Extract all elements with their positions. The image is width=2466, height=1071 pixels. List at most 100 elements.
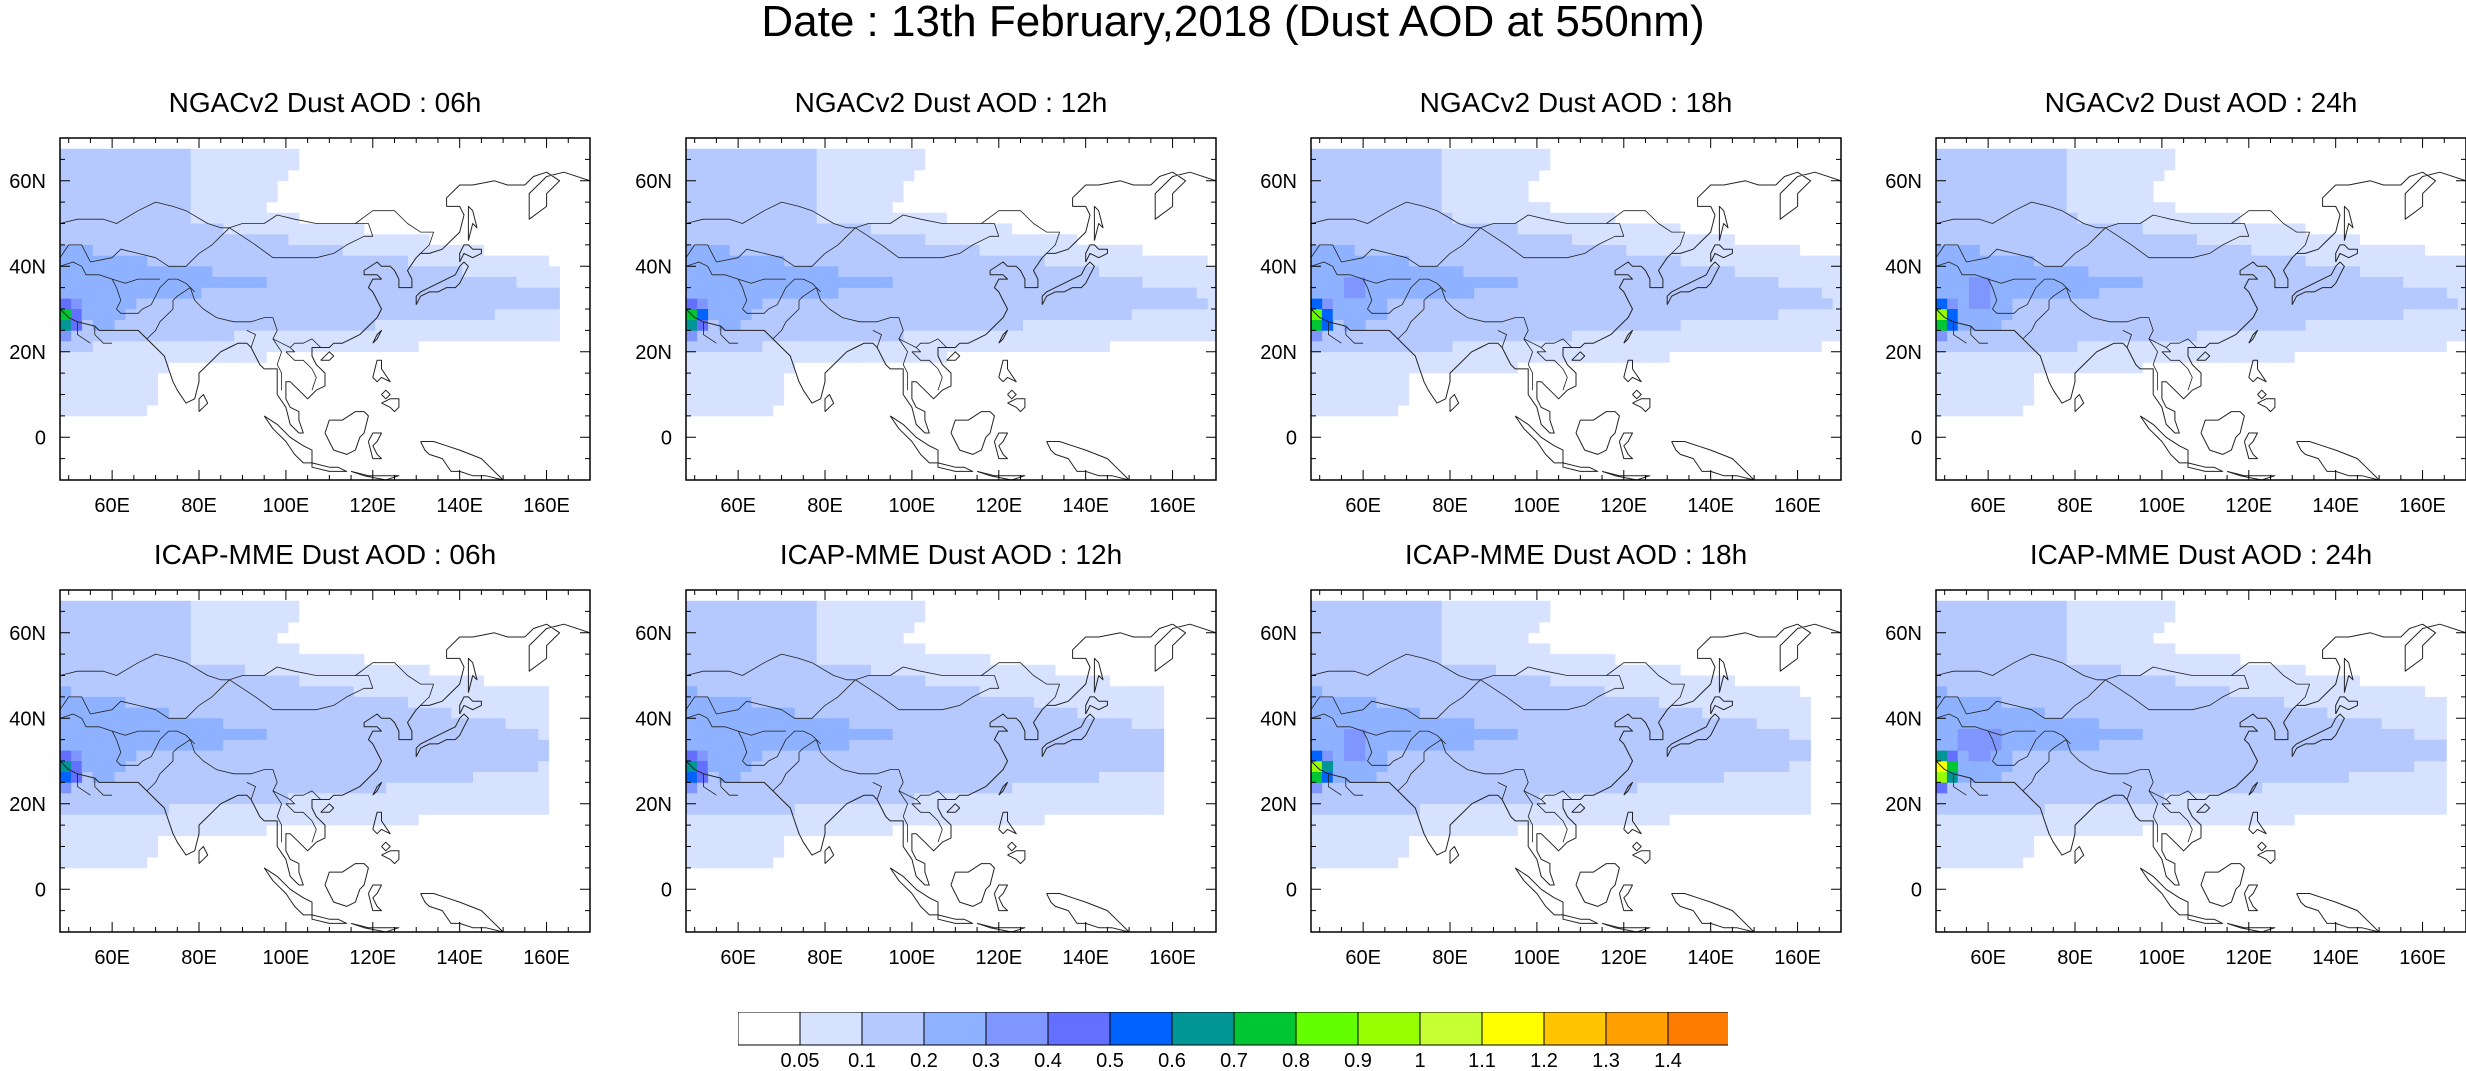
map-panel-ngac-24: NGACv2 Dust AOD : 24h 60E 80E 100E 120E 140E 1…: [1876, 87, 2466, 517]
country-border: [2161, 803, 2193, 843]
colorbar-swatch: [799, 1012, 863, 1046]
lat-tick-label: 40N: [9, 708, 46, 730]
aod-level-area: [60, 600, 550, 815]
country-border: [1523, 338, 1533, 391]
panel-title: ICAP-MME Dust AOD : 12h: [779, 539, 1123, 570]
lon-tick-label: 140E: [436, 495, 483, 517]
coastline: [1671, 893, 1755, 932]
country-border: [911, 803, 943, 843]
coastline: [1007, 850, 1026, 865]
lon-tick-label: 120E: [975, 947, 1022, 969]
coastline: [2196, 803, 2211, 813]
country-border: [146, 287, 321, 348]
coastline: [415, 261, 469, 305]
aod-level-area: [1311, 728, 1366, 794]
colorbar-swatch: [1047, 1012, 1111, 1046]
colorbar-label: 1: [1414, 1050, 1425, 1071]
aod-level-area: [1311, 298, 1334, 331]
coastline: [1718, 205, 1729, 241]
coastline: [2248, 811, 2267, 835]
coastline: [889, 415, 939, 464]
colorbar-swatch: [923, 1012, 987, 1046]
coastline: [2248, 781, 2258, 796]
aod-level-area: [60, 319, 72, 331]
coastline: [2187, 914, 2224, 924]
lon-tick-label: 160E: [2399, 495, 2446, 517]
coastline: [1710, 244, 1733, 263]
coastline: [1449, 846, 1460, 864]
lat-tick-label: 40N: [1885, 256, 1922, 278]
lat-tick-label: 40N: [635, 256, 672, 278]
country-border: [60, 210, 434, 267]
country-border: [1367, 278, 1446, 314]
colorbar-label: 0.6: [1158, 1050, 1186, 1071]
dust-aod-field: [686, 600, 1165, 869]
colorbar-label: 1.4: [1654, 1050, 1682, 1071]
map-panel-icap-12: ICAP-MME Dust AOD : 12h 60E 80E 100E 120E 140…: [626, 539, 1226, 969]
coastline: [998, 359, 1017, 383]
colorbar-swatch: [1171, 1012, 1235, 1046]
coastline: [2226, 470, 2276, 480]
coastline: [2074, 394, 2085, 412]
country-border: [1362, 278, 1411, 284]
country-border: [1311, 653, 1481, 681]
country-border: [60, 662, 434, 719]
coastline: [1632, 398, 1651, 413]
coastline: [324, 411, 369, 455]
coastline: [686, 623, 1216, 886]
country-border: [1987, 730, 2036, 736]
coastline: [1007, 398, 1026, 413]
lon-tick-label: 100E: [263, 495, 310, 517]
country-border: [2161, 351, 2193, 391]
coastline: [2257, 398, 2276, 413]
colorbar-swatch: [1233, 1012, 1297, 1046]
country-border: [872, 330, 882, 348]
map-panel-icap-18: ICAP-MME Dust AOD : 18h 60E 80E 100E 120E 140…: [1251, 539, 1851, 969]
coastline: [976, 922, 1026, 932]
country-border: [2105, 675, 2250, 711]
aod-level-area: [60, 148, 560, 353]
country-border: [1992, 730, 2071, 766]
lat-tick-label: 0: [35, 879, 46, 901]
coastline: [1601, 470, 1651, 480]
country-border: [1497, 782, 1507, 800]
lon-tick-label: 160E: [1149, 947, 1196, 969]
coastline: [198, 394, 209, 412]
country-border: [772, 739, 947, 800]
aod-level-area: [686, 600, 1165, 869]
country-border: [1397, 739, 1572, 800]
lon-tick-label: 160E: [523, 947, 570, 969]
coastline: [976, 470, 1026, 480]
coastline: [1601, 922, 1651, 932]
coastline: [889, 867, 939, 916]
coastline: [311, 914, 348, 924]
aod-level-area: [1311, 148, 1841, 417]
country-border: [1987, 278, 2036, 284]
coastline: [1041, 713, 1095, 757]
country-border: [1970, 778, 1989, 796]
aod-level-area: [1311, 244, 1518, 331]
lon-tick-label: 160E: [2399, 947, 2446, 969]
colorbar-label: 1.2: [1530, 1050, 1558, 1071]
lon-tick-label: 100E: [889, 947, 936, 969]
country-border: [1480, 223, 1625, 259]
country-border: [1328, 773, 1342, 796]
country-border: [1345, 778, 1364, 796]
country-border: [1936, 662, 2310, 719]
country-border: [2148, 338, 2158, 391]
colorbar-swatch: [738, 1012, 801, 1046]
aod-level-area: [1936, 600, 2447, 869]
coastline: [1311, 623, 1841, 886]
colorbar-label: 0.9: [1344, 1050, 1372, 1071]
panel-title: NGACv2 Dust AOD : 24h: [2044, 87, 2358, 118]
lon-tick-label: 60E: [1345, 495, 1381, 517]
country-border: [229, 223, 374, 259]
panel-title: ICAP-MME Dust AOD : 18h: [1404, 539, 1748, 570]
aod-level-area: [1936, 298, 1959, 331]
coastline: [2243, 884, 2258, 912]
coastline: [2335, 696, 2358, 715]
coastline: [459, 244, 482, 263]
country-border: [94, 326, 113, 344]
lat-tick-label: 60N: [635, 623, 672, 645]
coastline: [2196, 351, 2211, 361]
